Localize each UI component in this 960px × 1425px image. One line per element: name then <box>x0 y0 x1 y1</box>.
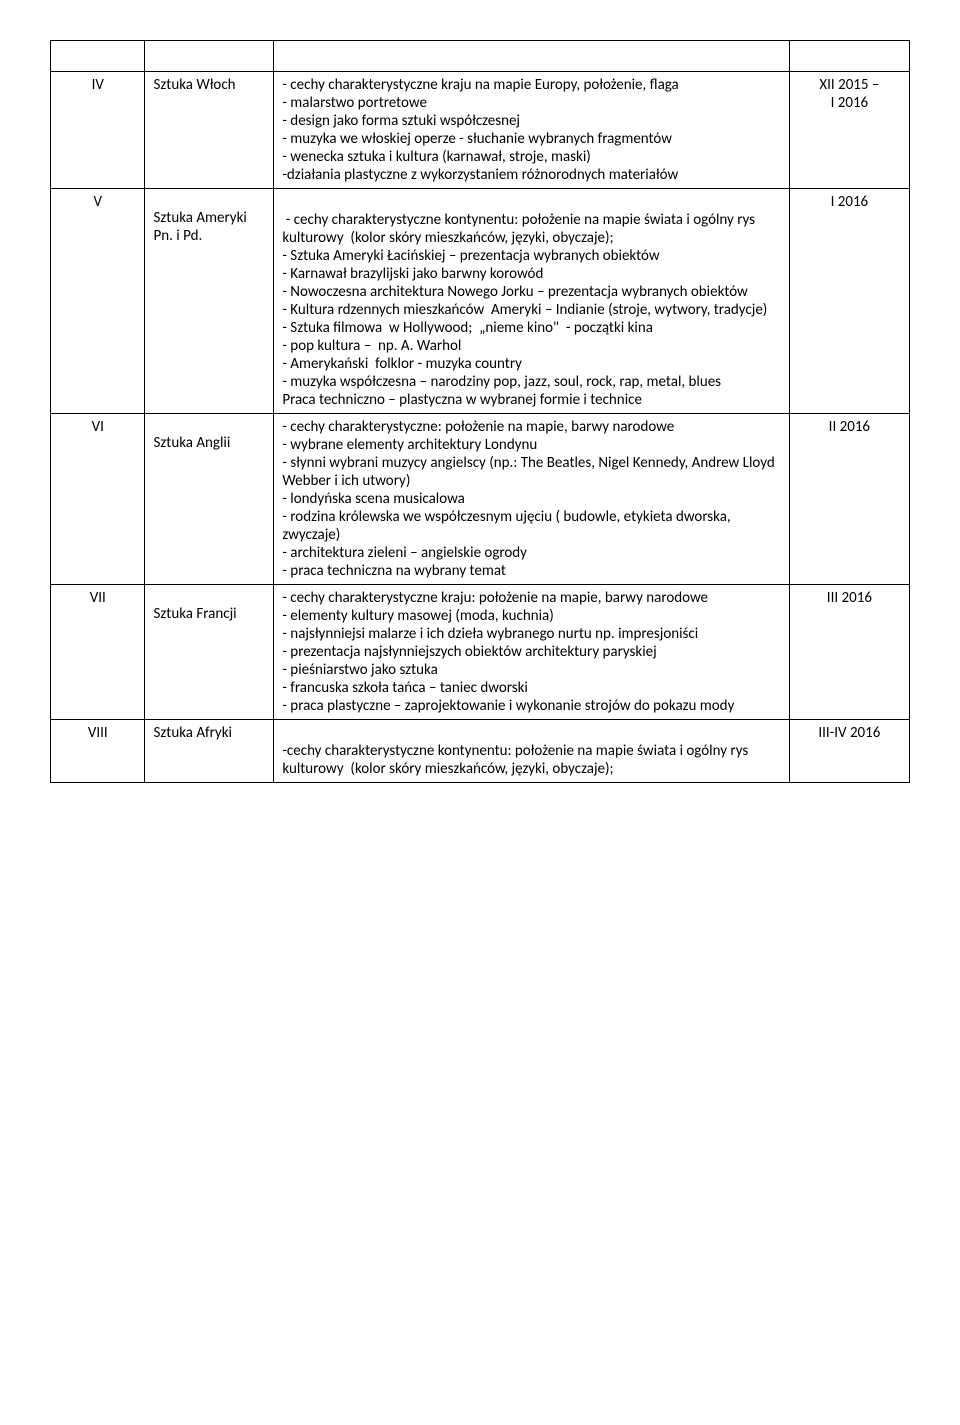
row-date <box>789 41 909 72</box>
row-number <box>51 41 145 72</box>
row-subject: Sztuka Włoch <box>145 72 274 189</box>
row-description: - cechy charakterystyczne: położenie na … <box>274 414 789 585</box>
row-description: - cechy charakterystyczne kontynentu: po… <box>274 189 789 414</box>
row-number: V <box>51 189 145 414</box>
row-date: XII 2015 – I 2016 <box>789 72 909 189</box>
row-subject: Sztuka Ameryki Pn. i Pd. <box>145 189 274 414</box>
row-date: III 2016 <box>789 585 909 720</box>
row-number: VIII <box>51 720 145 783</box>
row-description: - cechy charakterystyczne kraju na mapie… <box>274 72 789 189</box>
curriculum-table: IVSztuka Włoch- cechy charakterystyczne … <box>50 40 910 783</box>
row-description: - cechy charakterystyczne kraju: położen… <box>274 585 789 720</box>
row-date: I 2016 <box>789 189 909 414</box>
row-subject: Sztuka Afryki <box>145 720 274 783</box>
table-row: VIISztuka Francji- cechy charakterystycz… <box>51 585 910 720</box>
table-row: VSztuka Ameryki Pn. i Pd. - cechy charak… <box>51 189 910 414</box>
table-row <box>51 41 910 72</box>
table-row: VISztuka Anglii- cechy charakterystyczne… <box>51 414 910 585</box>
row-date: II 2016 <box>789 414 909 585</box>
row-description <box>274 41 789 72</box>
table-row: VIIISztuka Afryki -cechy charakterystycz… <box>51 720 910 783</box>
row-subject <box>145 41 274 72</box>
row-number: VI <box>51 414 145 585</box>
row-number: VII <box>51 585 145 720</box>
row-number: IV <box>51 72 145 189</box>
row-description: -cechy charakterystyczne kontynentu: poł… <box>274 720 789 783</box>
row-subject: Sztuka Francji <box>145 585 274 720</box>
row-date: III-IV 2016 <box>789 720 909 783</box>
row-subject: Sztuka Anglii <box>145 414 274 585</box>
table-row: IVSztuka Włoch- cechy charakterystyczne … <box>51 72 910 189</box>
